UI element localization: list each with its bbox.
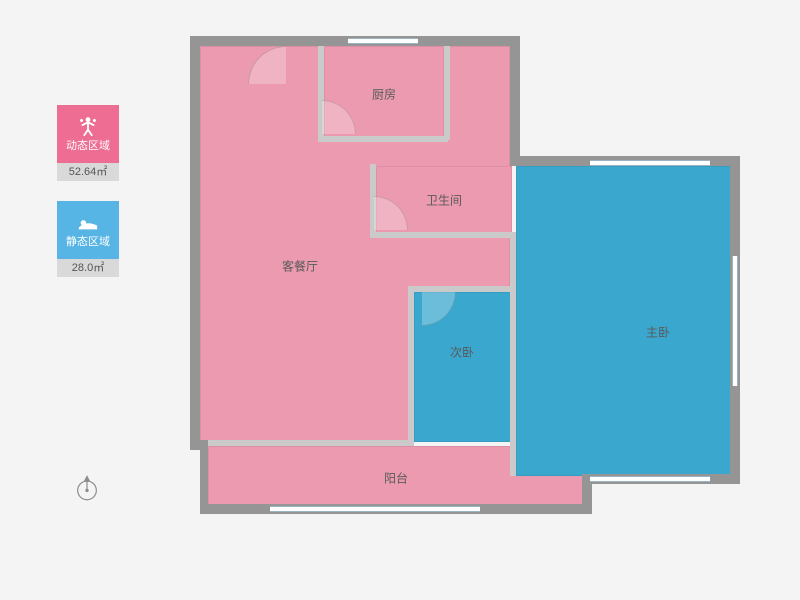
inner-wall [370, 232, 516, 238]
legend-static-zone: 静态区域 28.0㎡ [54, 201, 122, 277]
window [732, 256, 738, 386]
inner-wall [200, 440, 414, 446]
legend-panel: 动态区域 52.64㎡ 静态区域 28.0㎡ [54, 105, 122, 297]
window [590, 160, 710, 166]
sleeping-icon [76, 211, 100, 233]
outer-wall [200, 446, 208, 510]
room-master [516, 166, 732, 476]
outer-wall [190, 36, 200, 450]
inner-wall [318, 136, 448, 142]
inner-wall [408, 286, 414, 446]
legend-active-box: 动态区域 [57, 105, 119, 163]
legend-active-value: 52.64㎡ [57, 163, 119, 181]
legend-active-zone: 动态区域 52.64㎡ [54, 105, 122, 181]
room-label-kitchen: 厨房 [372, 86, 396, 103]
room-label-living: 客餐厅 [282, 258, 318, 275]
window [270, 506, 480, 512]
room-label-bathroom: 卫生间 [426, 192, 462, 209]
inner-wall [510, 232, 516, 476]
compass-icon [70, 470, 104, 504]
window [348, 38, 418, 44]
legend-active-label: 动态区域 [66, 139, 110, 153]
room-label-bedroom2: 次卧 [450, 344, 474, 361]
window [590, 476, 710, 482]
legend-static-box: 静态区域 [57, 201, 119, 259]
outer-wall [510, 36, 520, 166]
legend-static-value: 28.0㎡ [57, 259, 119, 277]
room-label-balcony: 阳台 [384, 470, 408, 487]
legend-static-label: 静态区域 [66, 235, 110, 249]
room-label-master: 主卧 [646, 324, 670, 341]
inner-wall [444, 44, 450, 140]
people-icon [76, 115, 100, 137]
outer-wall [582, 482, 592, 514]
